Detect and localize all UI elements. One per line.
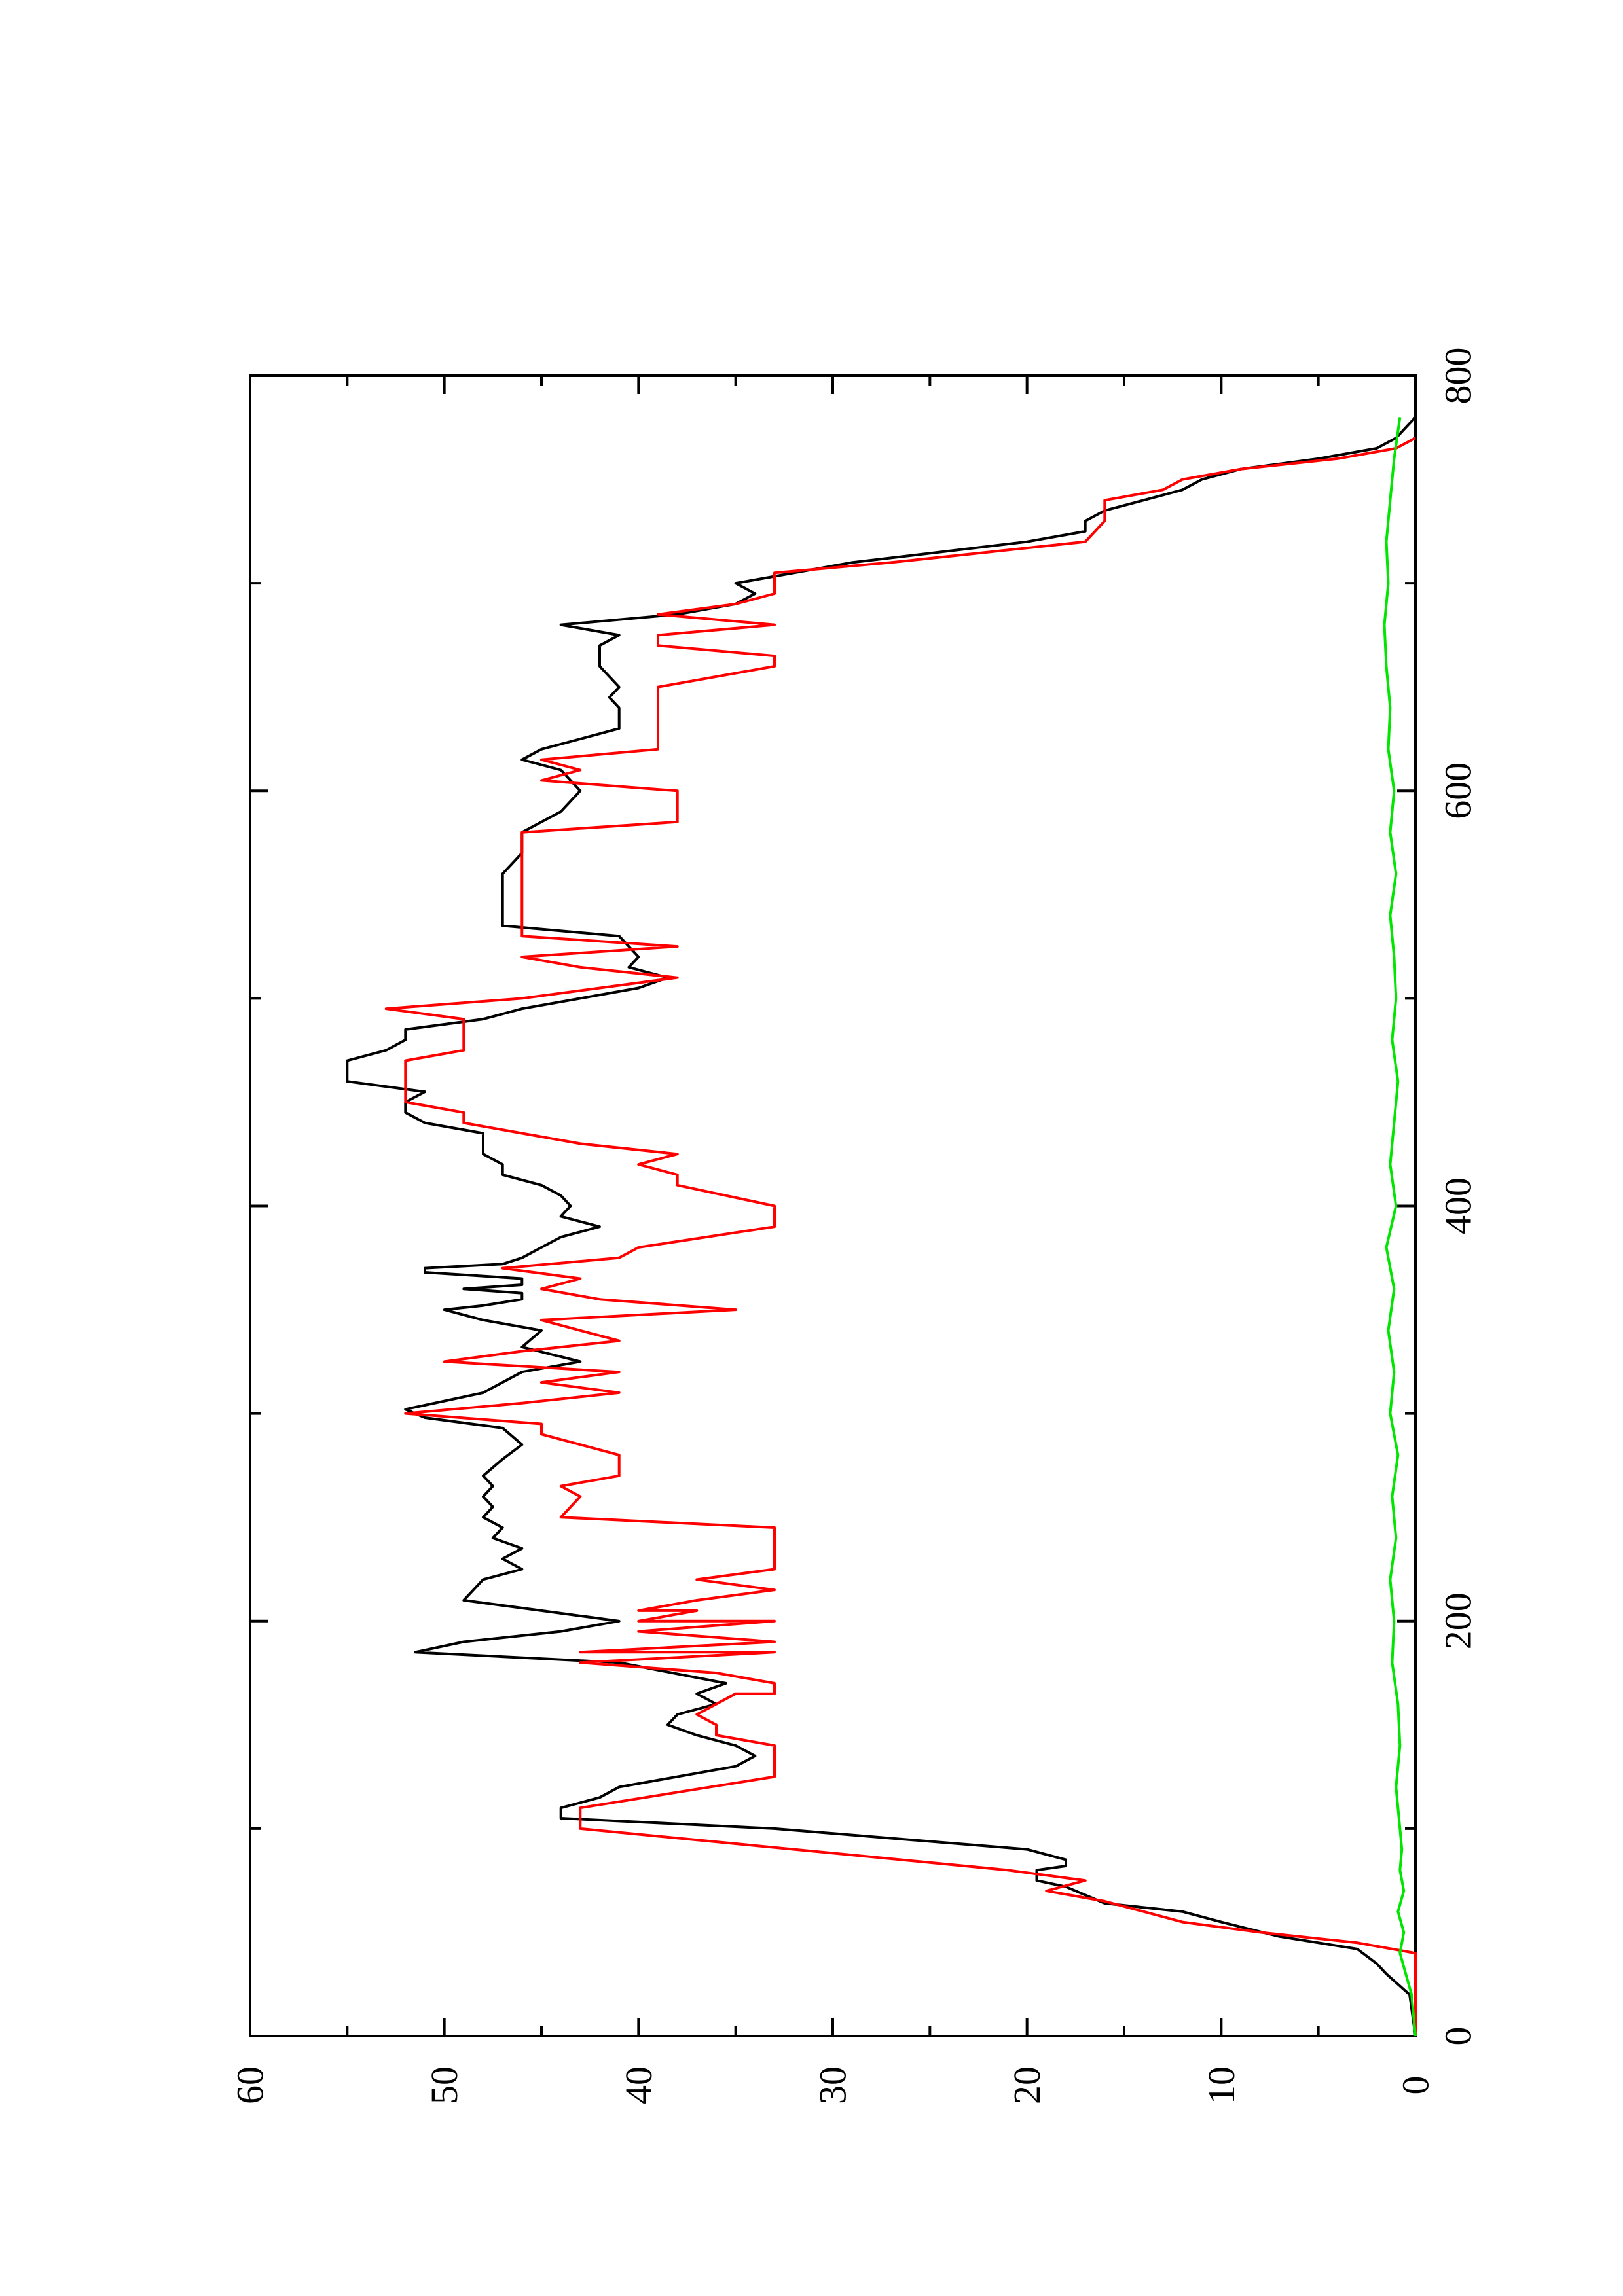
y-tick-label: 30: [812, 2066, 854, 2104]
x-tick-label: 200: [1437, 1592, 1480, 1649]
series-3-line: [1383, 417, 1417, 2037]
y-tick-label: 40: [617, 2066, 660, 2104]
x-tick-label: 0: [1437, 2027, 1480, 2046]
y-tick-label: 10: [1200, 2066, 1243, 2104]
x-tick-labels: 0 200 400 600 800: [1437, 348, 1480, 2046]
x-tick-label: 400: [1437, 1177, 1480, 1234]
y-tick-label: 50: [423, 2066, 465, 2104]
x-tick-label: 600: [1437, 762, 1480, 819]
y-tick-labels: 0 10 20 30 40 50 60: [229, 2066, 1437, 2104]
y-tick-label: 60: [229, 2066, 272, 2104]
x-tick-label: 800: [1437, 348, 1480, 404]
y-tick-label: 0: [1395, 2076, 1437, 2095]
series-1-line: [346, 416, 1417, 2037]
tick-marks: [249, 374, 1417, 2037]
series-layer: [346, 416, 1417, 2037]
plot-frame: [249, 374, 1417, 2037]
y-tick-label: 20: [1006, 2066, 1048, 2104]
series-2-line: [384, 437, 1417, 2036]
